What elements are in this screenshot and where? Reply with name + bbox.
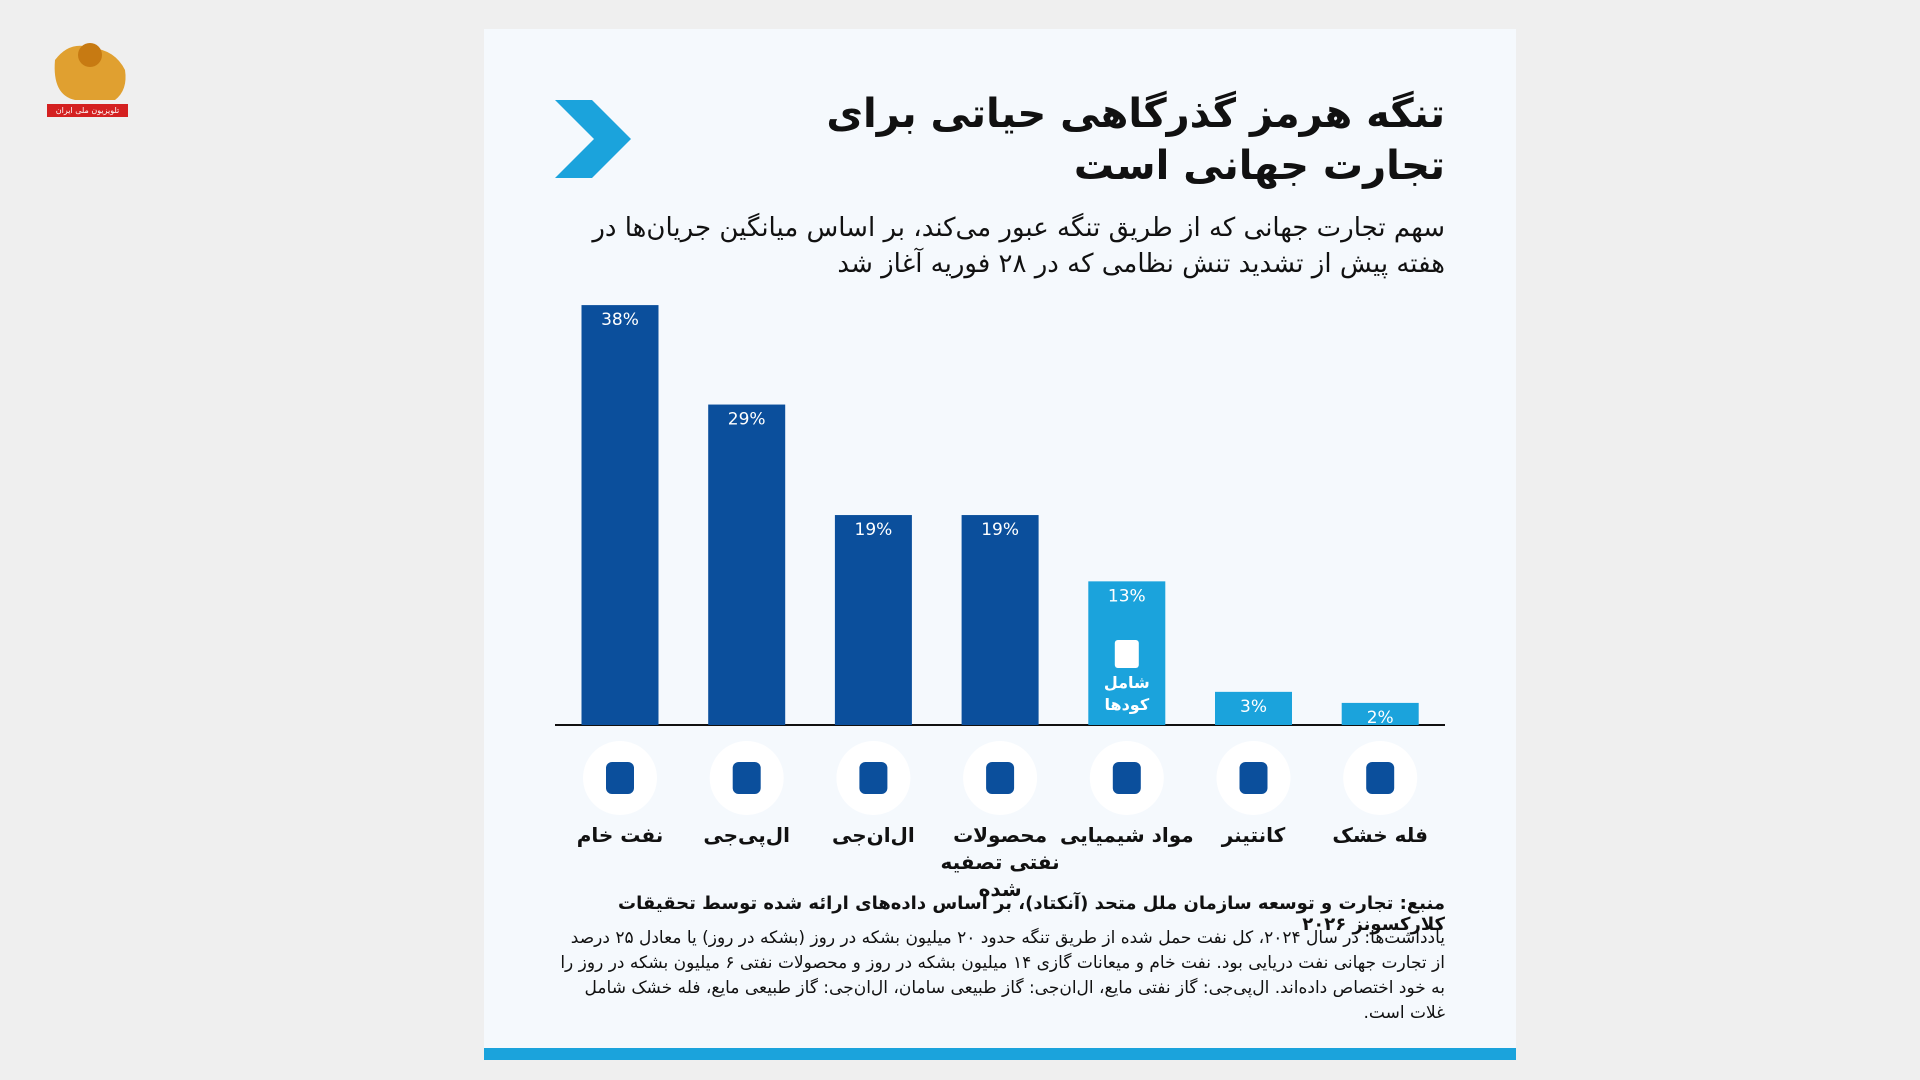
value-label: 2%	[1367, 708, 1394, 728]
icon	[1366, 762, 1395, 794]
chart-subtitle: سهم تجارت جهانی که از طریق تنگه عبور می‌…	[592, 213, 1445, 279]
source: منبع: تجارت و توسعه سازمان ملل متحد (آنک…	[618, 893, 1445, 935]
bar	[581, 305, 659, 725]
notes: یادداشت‌ها: در سال ۲۰۲۴، کل نفت حمل شده …	[560, 928, 1445, 1023]
category-label: نفت خام	[576, 823, 664, 847]
category-label: مواد شیمیایی	[1059, 823, 1194, 847]
logo-text: تلویزیون ملی ایران	[55, 106, 120, 115]
value-label: 3%	[1240, 697, 1267, 717]
value-label: 13%	[1108, 586, 1146, 606]
chart-title: تنگه هرمز گذرگاهی حیاتی برای تجارت جهانی…	[826, 91, 1445, 189]
icon	[859, 762, 888, 794]
icon	[986, 762, 1015, 794]
category-label: ال‌پی‌جی	[703, 823, 790, 847]
annotation-icon	[1114, 640, 1139, 668]
logo	[47, 43, 128, 117]
category-label: فله خشک	[1332, 823, 1428, 847]
bar	[834, 515, 912, 725]
icon	[606, 762, 634, 794]
bar	[961, 515, 1039, 725]
bar	[1215, 691, 1292, 725]
bar	[1341, 702, 1419, 725]
icon	[1239, 762, 1268, 794]
category-label: کانتینر	[1221, 823, 1286, 847]
icon	[1112, 762, 1141, 794]
bottom-strip	[484, 1048, 1516, 1060]
value-label: 19%	[855, 520, 893, 540]
category-label: محصولات نفتی تصفیه شده	[940, 823, 1060, 901]
category-label: ال‌ان‌جی	[831, 823, 915, 847]
annotation: شامل کودها	[1103, 673, 1150, 714]
value-label: 29%	[728, 410, 766, 430]
bar	[708, 404, 786, 725]
value-label: 19%	[981, 520, 1019, 540]
chevron	[555, 100, 631, 178]
icon	[732, 762, 761, 794]
value-label: 38%	[601, 310, 639, 330]
